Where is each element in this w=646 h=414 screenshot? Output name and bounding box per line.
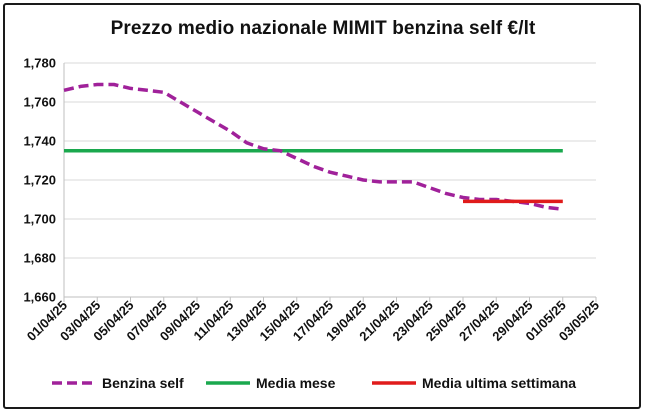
legend-label-media-mese: Media mese: [256, 375, 336, 391]
y-tick-label: 1,720: [23, 173, 56, 188]
legend: Benzina self Media mese Media ultima setti…: [52, 375, 576, 391]
y-tick-labels: 1,660 1,680 1,700 1,720 1,740 1,760 1,780: [23, 56, 56, 305]
legend-label-benzina-self: Benzina self: [102, 375, 184, 391]
y-tick-label: 1,660: [23, 290, 56, 305]
axes: [63, 63, 597, 302]
chart-title: Prezzo medio nazionale MIMIT benzina sel…: [110, 18, 536, 39]
y-tick-label: 1,700: [23, 212, 56, 227]
y-tick-label: 1,780: [23, 56, 56, 71]
y-tick-label: 1,760: [23, 95, 56, 110]
series-lines: [63, 82, 563, 211]
x-tick-labels: 01/04/2503/04/2505/04/2507/04/2509/04/25…: [24, 298, 602, 344]
y-tick-label: 1,740: [23, 134, 56, 149]
y-tick-label: 1,680: [23, 251, 56, 266]
gridlines: [64, 62, 596, 259]
series-line-benzina-self: [63, 82, 563, 211]
legend-label-media-ultima-settimana: Media ultima settimana: [422, 375, 576, 391]
